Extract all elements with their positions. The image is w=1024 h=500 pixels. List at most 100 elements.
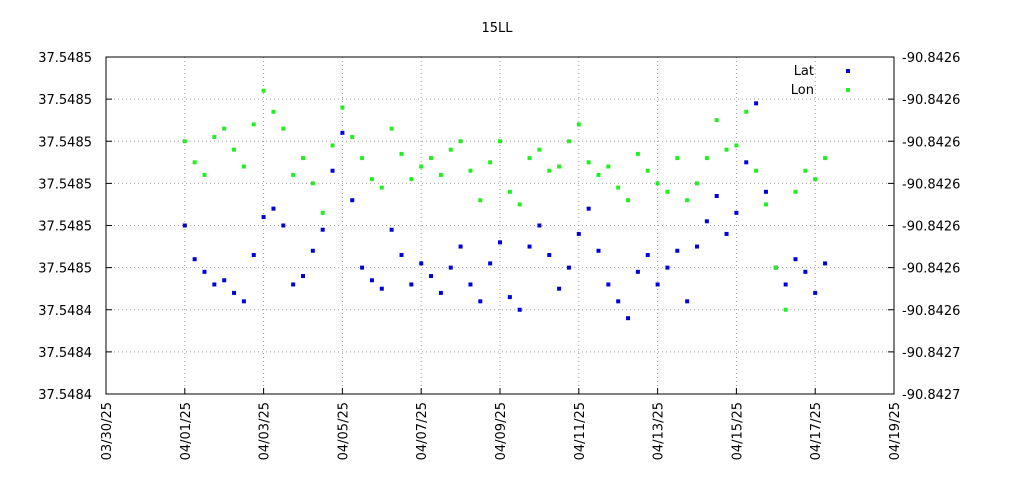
point — [399, 151, 404, 156]
y2-tick-label: -90.8427 — [902, 388, 960, 403]
point — [241, 164, 246, 169]
point — [823, 261, 828, 266]
point — [458, 139, 463, 144]
point — [576, 231, 581, 236]
y2-tick-label: -90.8426 — [902, 51, 960, 66]
point — [606, 164, 611, 169]
point — [586, 160, 591, 165]
point — [222, 126, 227, 131]
point — [360, 156, 365, 161]
x-tick-label: 04/13/25 — [652, 402, 667, 460]
point — [488, 160, 493, 165]
point — [468, 282, 473, 287]
point — [301, 274, 305, 279]
x-tick-label: 04/15/25 — [730, 402, 745, 460]
point — [232, 147, 237, 152]
point — [301, 156, 305, 161]
point — [724, 231, 729, 236]
point — [754, 168, 759, 173]
y2-tick-label: -90.8426 — [902, 135, 960, 150]
point — [507, 189, 512, 194]
point — [369, 177, 374, 182]
point — [281, 223, 286, 228]
point — [202, 269, 207, 274]
point — [281, 126, 286, 131]
x-tick-label: 04/07/25 — [415, 402, 430, 460]
point — [813, 177, 818, 182]
point — [714, 194, 719, 199]
point — [340, 105, 345, 110]
point — [241, 299, 246, 304]
x-tick-label: 03/30/25 — [100, 402, 115, 460]
point — [389, 227, 394, 232]
point — [695, 244, 699, 249]
point — [212, 135, 217, 140]
point — [379, 286, 384, 291]
y2-tick-label: -90.8426 — [902, 93, 960, 108]
point — [517, 202, 522, 207]
point — [665, 265, 670, 270]
y2-tick-label: -90.8427 — [902, 346, 960, 361]
legend-key — [846, 69, 850, 73]
y-tick-label: 37.5484 — [38, 346, 92, 361]
point — [192, 160, 197, 165]
point — [360, 265, 365, 270]
point — [645, 168, 650, 173]
point — [557, 286, 562, 291]
point — [704, 219, 709, 224]
point — [399, 252, 404, 257]
point — [310, 248, 315, 253]
point — [734, 143, 739, 148]
point — [773, 265, 778, 270]
point — [389, 126, 394, 131]
plot-frame — [105, 56, 895, 395]
point — [803, 269, 808, 274]
point — [655, 181, 660, 186]
x-tick-label: 04/01/25 — [179, 402, 194, 460]
point — [635, 269, 640, 274]
y-tick-label: 37.5484 — [38, 304, 92, 319]
point — [182, 139, 187, 144]
point — [537, 223, 542, 228]
point — [320, 210, 325, 215]
point — [291, 172, 296, 177]
point — [429, 156, 434, 161]
point — [714, 118, 719, 123]
point — [793, 257, 798, 262]
point — [547, 252, 552, 257]
point — [429, 274, 434, 279]
x-tick-label: 04/05/25 — [336, 402, 351, 460]
point — [527, 244, 532, 249]
point — [448, 265, 453, 270]
point — [458, 244, 463, 249]
legend-key — [846, 88, 850, 92]
point — [271, 109, 276, 114]
point — [419, 261, 424, 266]
point — [586, 206, 591, 211]
y-tick-label: 37.5484 — [38, 388, 92, 403]
point — [261, 88, 266, 93]
point — [261, 215, 266, 220]
point — [596, 248, 601, 253]
point — [813, 290, 818, 295]
point — [340, 130, 345, 135]
point — [212, 282, 217, 287]
point — [823, 156, 828, 161]
point — [251, 122, 256, 127]
point — [498, 139, 502, 144]
point — [675, 248, 680, 253]
x-tick-label: 04/19/25 — [888, 402, 903, 460]
point — [566, 265, 571, 270]
point — [793, 189, 798, 194]
point — [616, 299, 621, 304]
point — [202, 172, 207, 177]
point — [685, 299, 690, 304]
x-tick-label: 04/11/25 — [573, 402, 588, 460]
point — [754, 101, 759, 106]
y-tick-label: 37.5485 — [38, 51, 92, 66]
x-tick-label: 04/17/25 — [809, 402, 824, 460]
point — [626, 198, 631, 203]
point — [448, 147, 453, 152]
legend-label: Lat — [794, 64, 814, 79]
